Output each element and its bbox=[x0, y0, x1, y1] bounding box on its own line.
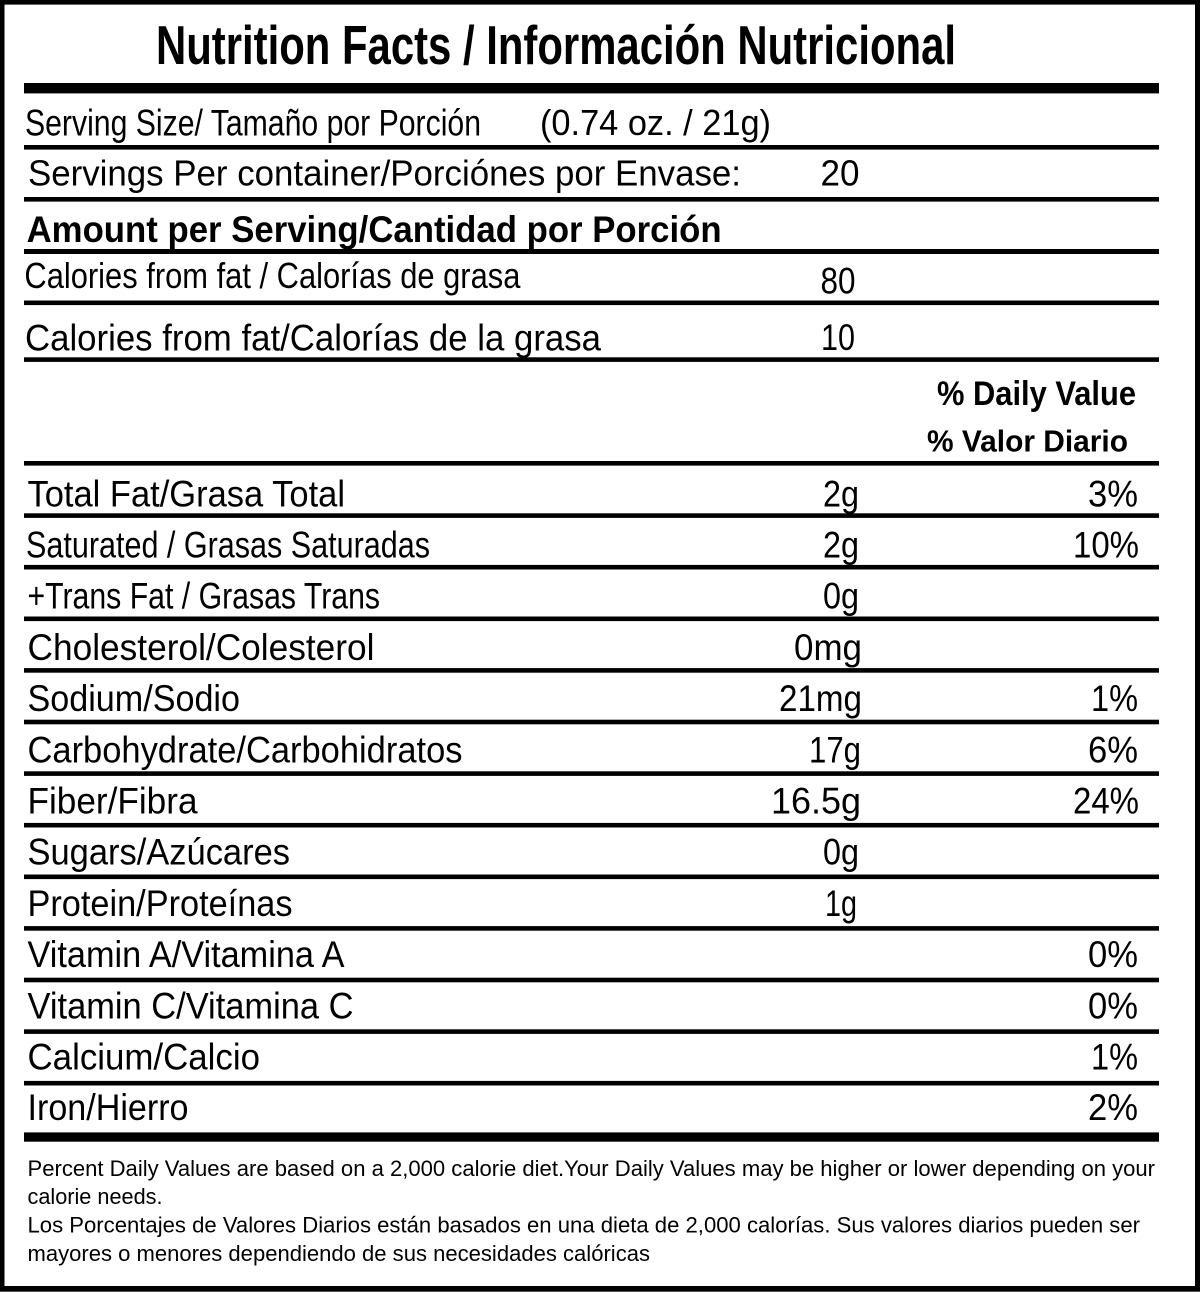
svg-text:10%: 10% bbox=[1073, 524, 1139, 566]
svg-text:0g: 0g bbox=[823, 575, 859, 617]
svg-text:Fiber/Fibra: Fiber/Fibra bbox=[28, 780, 198, 822]
svg-text:Amount per Serving/Cantidad po: Amount per Serving/Cantidad por Porción bbox=[27, 209, 722, 250]
svg-text:Calories from fat / Calorías d: Calories from fat / Calorías de grasa bbox=[24, 255, 521, 296]
svg-text:calorie needs.: calorie needs. bbox=[28, 1184, 163, 1209]
svg-text:Calcium/Calcio: Calcium/Calcio bbox=[28, 1036, 261, 1078]
svg-text:1%: 1% bbox=[1091, 1036, 1138, 1078]
svg-text:Vitamin C/Vitamina C: Vitamin C/Vitamina C bbox=[28, 984, 354, 1026]
svg-text:Vitamin A/Vitamina A: Vitamin A/Vitamina A bbox=[28, 933, 345, 975]
svg-text:Iron/Hierro: Iron/Hierro bbox=[28, 1086, 189, 1128]
svg-text:% Valor Diario: % Valor Diario bbox=[927, 425, 1128, 459]
svg-text:(0.74 oz. / 21g): (0.74 oz. / 21g) bbox=[540, 102, 771, 143]
svg-text:1g: 1g bbox=[825, 882, 857, 924]
svg-text:Percent Daily Values are based: Percent Daily Values are based on a 2,00… bbox=[28, 1156, 1156, 1181]
svg-text:Nutrition Facts / Información: Nutrition Facts / Información Nutriciona… bbox=[156, 14, 956, 76]
svg-text:17g: 17g bbox=[809, 728, 861, 770]
svg-text:Protein/Proteínas: Protein/Proteínas bbox=[28, 882, 293, 924]
svg-text:2g: 2g bbox=[823, 524, 859, 566]
svg-text:20: 20 bbox=[821, 153, 860, 194]
svg-text:0%: 0% bbox=[1088, 933, 1138, 975]
svg-text:24%: 24% bbox=[1073, 780, 1139, 822]
svg-text:0%: 0% bbox=[1088, 984, 1138, 1026]
svg-text:Carbohydrate/Carbohidratos: Carbohydrate/Carbohidratos bbox=[28, 728, 463, 770]
svg-text:Sodium/Sodio: Sodium/Sodio bbox=[28, 677, 241, 719]
svg-text:21mg: 21mg bbox=[779, 677, 862, 719]
svg-text:Sugars/Azúcares: Sugars/Azúcares bbox=[28, 831, 291, 873]
svg-text:Servings Per container/Porción: Servings Per container/Porciónes por Env… bbox=[28, 153, 741, 194]
svg-text:mayores o menores dependiendo: mayores o menores dependiendo de sus nec… bbox=[28, 1241, 651, 1266]
svg-text:6%: 6% bbox=[1088, 728, 1138, 770]
svg-text:% Daily Value: % Daily Value bbox=[937, 375, 1136, 413]
svg-text:0g: 0g bbox=[823, 831, 859, 873]
svg-text:Calories from fat/Calorías de: Calories from fat/Calorías de la grasa bbox=[25, 317, 601, 359]
svg-text:Saturated / Grasas Saturadas: Saturated / Grasas Saturadas bbox=[26, 524, 430, 566]
svg-text:+Trans Fat / Grasas Trans: +Trans Fat / Grasas Trans bbox=[28, 575, 381, 617]
svg-text:0mg: 0mg bbox=[794, 626, 862, 668]
svg-text:Cholesterol/Colesterol: Cholesterol/Colesterol bbox=[28, 626, 375, 668]
svg-text:2g: 2g bbox=[823, 472, 859, 514]
svg-text:2%: 2% bbox=[1088, 1086, 1138, 1128]
svg-text:1%: 1% bbox=[1091, 677, 1138, 719]
svg-text:Total Fat/Grasa Total: Total Fat/Grasa Total bbox=[28, 472, 346, 514]
svg-text:Los Porcentajes de Valores Dia: Los Porcentajes de Valores Diarios están… bbox=[28, 1213, 1141, 1238]
svg-text:Serving Size/ Tamaño por Porci: Serving Size/ Tamaño por Porción bbox=[25, 101, 481, 143]
svg-text:80: 80 bbox=[821, 260, 856, 302]
svg-text:10: 10 bbox=[821, 316, 855, 358]
svg-text:16.5g: 16.5g bbox=[771, 780, 861, 822]
svg-text:3%: 3% bbox=[1088, 472, 1138, 514]
